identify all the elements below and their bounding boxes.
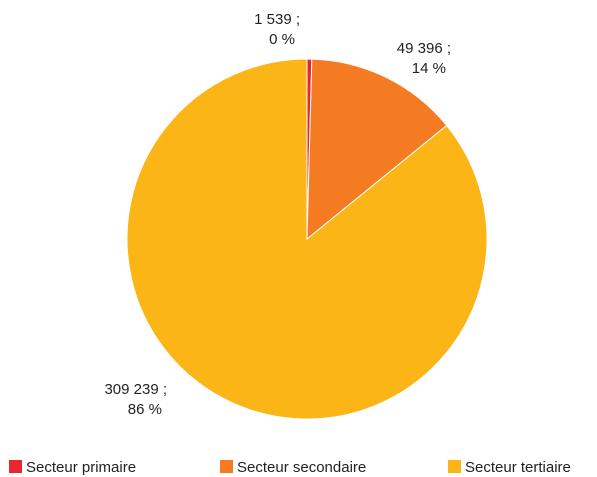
legend-swatch-secteur-tertiaire [448,460,461,473]
legend-label-secteur-secondaire: Secteur secondaire [237,459,366,476]
data-label-percent-secteur-tertiaire: 86 % [128,401,162,418]
data-label-percent-secteur-primaire: 0 % [269,31,295,48]
pie-slice-secteur-tertiaire [126,58,488,420]
legend-label-secteur-tertiaire: Secteur tertiaire [465,459,571,476]
data-label-value-secteur-primaire: 1 539 ; [254,11,300,28]
data-label-value-secteur-tertiaire: 309 239 ; [104,381,167,398]
legend-swatch-secteur-primaire [9,460,22,473]
legend-swatch-secteur-secondaire [220,460,233,473]
data-labels: 1 539 ; 0 % 49 396 ; 14 % 309 239 ; 86 % [104,11,451,418]
data-label-value-secteur-secondaire: 49 396 ; [397,40,451,57]
pie-slice-secteur-secondaire [306,58,448,241]
legend: Secteur primaire Secteur secondaire Secteu… [9,459,571,476]
data-label-percent-secteur-secondaire: 14 % [412,60,446,77]
pie-slices [126,58,488,420]
legend-label-secteur-primaire: Secteur primaire [26,459,136,476]
